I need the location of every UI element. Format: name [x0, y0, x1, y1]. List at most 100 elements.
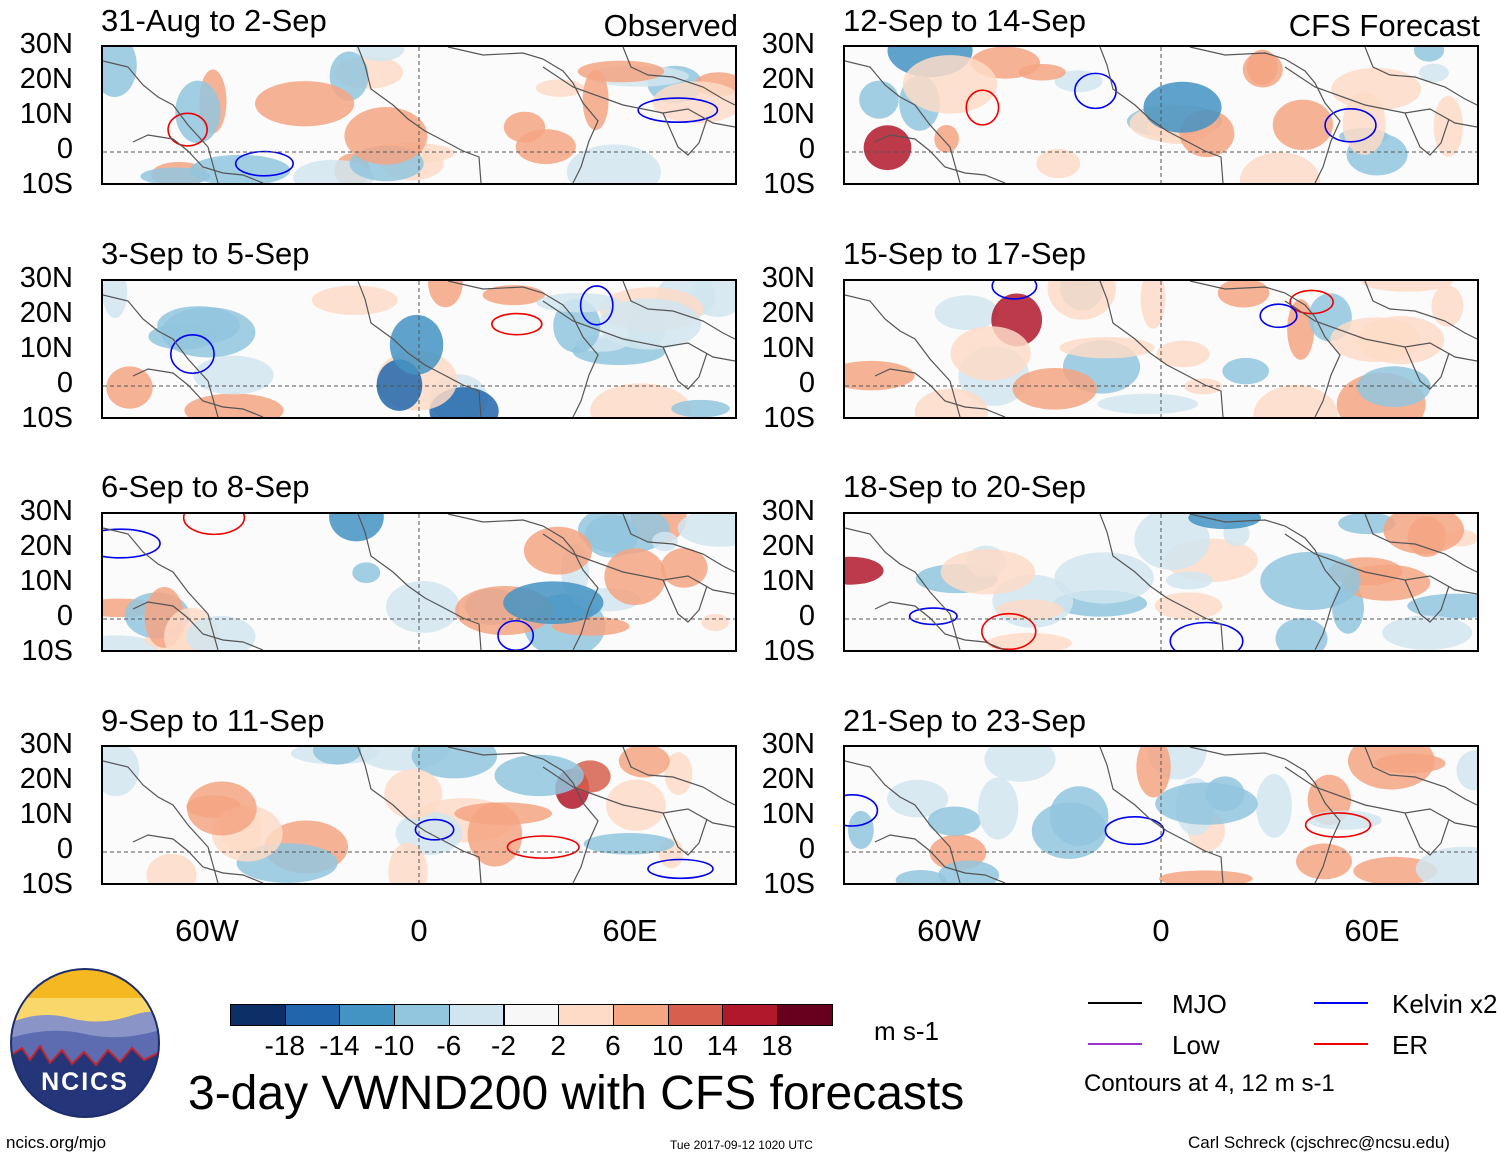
lat-label: 10S — [21, 635, 73, 667]
colorbar-tick: -6 — [436, 1030, 462, 1061]
wave-contour — [182, 514, 246, 536]
anomaly-patch — [1260, 551, 1361, 610]
colorbar-unit: m s-1 — [874, 1016, 939, 1046]
lat-label: 10S — [21, 168, 73, 200]
colorbar-tick: 14 — [706, 1030, 738, 1061]
map-panel — [101, 512, 737, 652]
legend-label: ER — [1392, 1030, 1429, 1060]
anomaly-patch — [1357, 366, 1431, 408]
anomaly-patch — [106, 366, 153, 409]
lat-label: 0 — [798, 367, 815, 399]
wave-contour — [579, 285, 614, 326]
colorbar-box — [448, 1004, 505, 1026]
anomaly-patch — [186, 781, 257, 836]
anomaly-patch — [583, 833, 675, 855]
footer-credit: Carl Schreck (cjschrec@ncsu.edu) — [1188, 1133, 1450, 1152]
anomaly-patch — [1296, 843, 1353, 880]
anomaly-patch — [934, 295, 999, 331]
colorbar-box — [230, 1004, 286, 1026]
coastline — [1364, 514, 1477, 573]
wave-contour — [908, 607, 958, 626]
coastline — [132, 134, 264, 183]
wave-contour — [103, 528, 161, 559]
anomaly-patch — [859, 80, 899, 119]
panel-title: 6-Sep to 8-Sep — [101, 469, 310, 504]
anomaly-patch — [1165, 571, 1213, 590]
wave-contour — [965, 89, 1000, 126]
lat-label: 0 — [798, 600, 815, 632]
lat-label: 20N — [19, 530, 73, 562]
coastline — [447, 747, 599, 883]
anomaly-patch — [1382, 615, 1473, 650]
lat-label: 30N — [19, 262, 73, 294]
coastline — [874, 134, 1006, 183]
coastline — [1404, 346, 1450, 390]
lon-label: 60E — [602, 913, 658, 948]
colorbar-box — [339, 1004, 396, 1026]
lat-label: 10S — [763, 402, 815, 434]
colorbar-box — [558, 1004, 614, 1026]
lat-label: 10N — [761, 332, 815, 364]
lat-label: 0 — [798, 133, 815, 165]
wave-contour — [1324, 108, 1377, 143]
anomaly-patch — [146, 853, 197, 883]
anomaly-patch — [1155, 782, 1258, 825]
coastline — [622, 514, 735, 573]
coastline — [874, 834, 1006, 883]
anomaly-patch — [193, 355, 274, 395]
lat-label: 30N — [761, 495, 815, 527]
lon-label: 60E — [1344, 913, 1400, 948]
coastline — [1099, 281, 1224, 417]
legend-swatch-mjo — [1088, 1002, 1142, 1004]
coastline — [845, 760, 961, 883]
anomaly-patch — [863, 125, 912, 171]
coastline — [662, 579, 708, 623]
anomaly-patch — [103, 281, 128, 319]
lat-label: 0 — [56, 133, 73, 165]
anomaly-patch — [1031, 802, 1107, 859]
anomaly-patch — [1431, 285, 1464, 327]
anomaly-patch — [660, 548, 708, 588]
colorbar-tick: -10 — [373, 1030, 415, 1061]
coastline — [845, 527, 961, 650]
anomaly-patch — [598, 298, 702, 350]
lat-label: 30N — [761, 262, 815, 294]
lat-label: 10N — [761, 798, 815, 830]
wave-contour — [1259, 303, 1298, 329]
anomaly-patch — [1247, 49, 1278, 85]
legend-swatch-er — [1314, 1043, 1368, 1045]
panel-title: 9-Sep to 11-Sep — [101, 703, 325, 738]
wave-contour — [991, 281, 1038, 300]
anomaly-patch — [411, 747, 498, 779]
anomaly-patch — [651, 531, 678, 552]
anomaly-patch — [467, 802, 523, 867]
anomaly-patch — [355, 47, 405, 62]
anomaly-patch — [1415, 846, 1477, 883]
lat-label: 20N — [761, 63, 815, 95]
anomaly-patch — [1272, 99, 1334, 151]
lat-label: 10N — [19, 98, 73, 130]
anomaly-patch — [1307, 810, 1382, 830]
colorbar-tick: 2 — [550, 1030, 566, 1061]
coastline — [622, 747, 735, 806]
anomaly-patch — [887, 779, 949, 818]
anomaly-patch — [1134, 514, 1210, 570]
anomaly-patch — [1358, 316, 1445, 365]
anomaly-patch — [1338, 514, 1396, 535]
coastline — [1099, 47, 1224, 183]
coastline — [103, 60, 219, 183]
legend-label: Kelvin x2 — [1392, 989, 1498, 1019]
lat-label: 10N — [19, 332, 73, 364]
anomaly-patch — [384, 768, 443, 819]
anomaly-patch — [1047, 281, 1116, 320]
anomaly-patch — [1154, 592, 1223, 620]
anomaly-patch — [311, 285, 398, 316]
anomaly-patch — [604, 548, 667, 606]
panel-title: 12-Sep to 14-Sep — [843, 3, 1087, 38]
anomaly-patch — [1158, 870, 1253, 883]
wave-contour — [491, 312, 543, 336]
wave-contour — [497, 619, 535, 650]
lon-label: 60W — [917, 913, 981, 948]
coastline — [1404, 812, 1450, 856]
anomaly-patch — [950, 326, 1031, 381]
